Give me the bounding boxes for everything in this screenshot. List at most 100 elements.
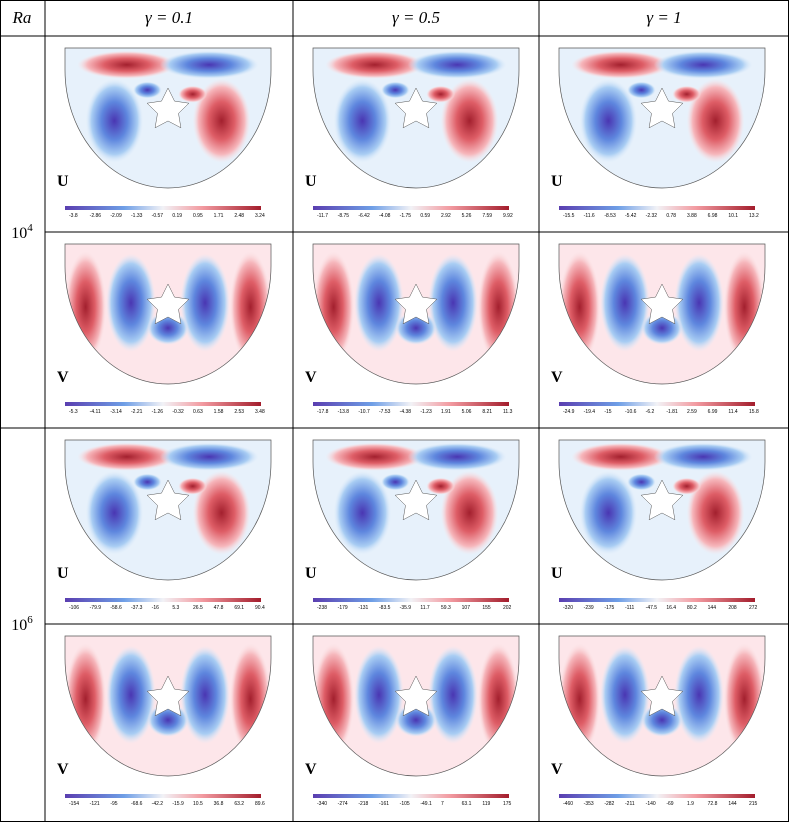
ra-base: 10	[11, 617, 27, 634]
colorbar-label: -6.2	[646, 409, 655, 415]
contour-blob	[132, 81, 162, 99]
field-label: V	[551, 369, 563, 386]
colorbar-label: 11.4	[728, 409, 738, 415]
colorbar-label: 2.59	[687, 409, 697, 415]
ra-exponent: 4	[27, 222, 33, 234]
header-gamma: γ = 0.1	[145, 8, 193, 27]
colorbar-label: 59.3	[441, 605, 451, 611]
colorbar-label: 272	[749, 605, 758, 611]
contour-blob	[686, 78, 745, 163]
colorbar-label: -10.7	[358, 409, 370, 415]
contour-blob	[85, 78, 144, 163]
colorbar-label: 15.8	[749, 409, 759, 415]
colorbar-label: -179	[338, 605, 348, 611]
contour-blob	[354, 253, 404, 352]
colorbar-label: -175	[604, 605, 614, 611]
colorbar-label: 16.4	[666, 605, 676, 611]
colorbar-label: -2.09	[110, 213, 122, 219]
colorbar-label: -140	[646, 801, 656, 807]
contour-plot	[559, 244, 765, 384]
colorbar-label: -131	[358, 605, 368, 611]
colorbar-label: -47.5	[646, 605, 658, 611]
colorbar-label: 72.8	[708, 801, 718, 807]
contour-blob	[426, 477, 456, 495]
colorbar-label: 0.19	[172, 213, 182, 219]
colorbar-label: -154	[69, 801, 79, 807]
plot-outline	[64, 243, 272, 385]
field-label: U	[305, 565, 317, 582]
contour-blob	[426, 85, 456, 103]
colorbar-label: 8.21	[482, 409, 492, 415]
contour-blob	[106, 645, 156, 744]
plot-outline	[558, 439, 766, 581]
colorbar-label: -3.8	[69, 213, 78, 219]
field-label: U	[57, 173, 69, 190]
contour-blob	[407, 50, 507, 79]
colorbar-label: 26.5	[193, 605, 203, 611]
colorbar-label: 3.24	[255, 213, 265, 219]
colorbar-label: -95	[110, 801, 117, 807]
plot-outline	[64, 439, 272, 581]
star-hole	[146, 479, 190, 521]
contour-blob	[159, 442, 259, 471]
colorbar-label: -2.21	[131, 409, 143, 415]
contour-blob	[180, 645, 230, 744]
contour-blob	[192, 78, 251, 163]
contour-blob	[192, 470, 251, 555]
contour-blob	[674, 253, 724, 352]
colorbar-label: -1.75	[400, 213, 412, 219]
colorbar-label: 80.2	[687, 605, 697, 611]
contour-blob	[106, 253, 156, 352]
contour-blob	[653, 442, 753, 471]
colorbar-label: -1.26	[152, 409, 164, 415]
contour-plot	[559, 440, 765, 580]
colorbar-label: 10.5	[193, 801, 203, 807]
colorbar-label: 11.3	[503, 409, 513, 415]
colorbar-label: 0.78	[666, 213, 676, 219]
colorbar-label: 2.53	[234, 409, 244, 415]
colorbar-label: 107	[462, 605, 471, 611]
contour-plot	[313, 440, 519, 580]
contour-blob	[579, 470, 638, 555]
contour-blob	[132, 473, 162, 491]
star-hole	[640, 479, 684, 521]
colorbar-label: 1.9	[687, 801, 694, 807]
contour-plot	[313, 636, 519, 776]
contour-blob	[600, 645, 650, 744]
contour-plot	[313, 48, 519, 188]
colorbar-label: 47.8	[214, 605, 224, 611]
colorbar-label: -218	[358, 801, 368, 807]
ra-label: 106	[11, 614, 33, 634]
colorbar-label: -83.5	[379, 605, 391, 611]
colorbar-label: 144	[728, 801, 737, 807]
plot-outline	[558, 47, 766, 189]
colorbar-label: 215	[749, 801, 758, 807]
field-label: U	[57, 565, 69, 582]
colorbar	[65, 794, 261, 798]
colorbar-label: -69	[666, 801, 673, 807]
colorbar-label: 11.7	[420, 605, 430, 611]
field-label: U	[551, 173, 563, 190]
colorbar-label: -10.6	[625, 409, 637, 415]
colorbar-label: 69.1	[234, 605, 244, 611]
colorbar-label: 13.2	[749, 213, 759, 219]
colorbar-label: 6.98	[708, 213, 718, 219]
contour-blob	[579, 78, 638, 163]
colorbar-label: -49.1	[420, 801, 432, 807]
field-label: U	[305, 173, 317, 190]
colorbar-label: 155	[482, 605, 491, 611]
star-hole	[394, 479, 438, 521]
colorbar-label: -0.32	[172, 409, 184, 415]
colorbar-label: -4.38	[400, 409, 412, 415]
plot-outline	[312, 243, 520, 385]
colorbar-label: 202	[503, 605, 512, 611]
contour-blob	[178, 85, 208, 103]
contour-blob	[77, 50, 177, 79]
colorbar-label: -106	[69, 605, 79, 611]
colorbar-label: 1.58	[214, 409, 224, 415]
colorbar-label: 0.59	[420, 213, 430, 219]
ra-label: 104	[11, 222, 33, 242]
contour-blob	[77, 442, 177, 471]
colorbar-label: -161	[379, 801, 389, 807]
colorbar-label: -37.3	[131, 605, 143, 611]
